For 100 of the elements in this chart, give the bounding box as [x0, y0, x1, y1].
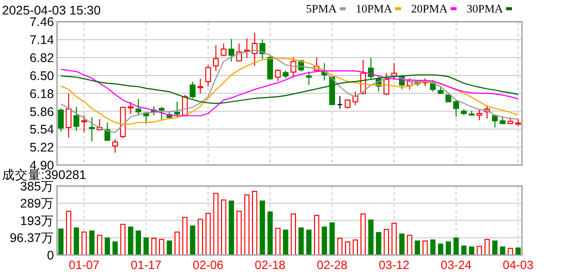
bar [220, 199, 226, 256]
x-tick-label: 02-28 [316, 258, 348, 272]
bar [151, 238, 157, 256]
candlestick [135, 98, 142, 116]
bar [446, 241, 452, 256]
chart-title: 2025-04-03 15:30 [2, 4, 101, 18]
bar [128, 226, 134, 256]
y-tick-label: 5.86 [30, 104, 54, 119]
bar [136, 230, 142, 256]
bar [515, 248, 521, 256]
candlestick [112, 138, 118, 154]
bar [468, 246, 474, 256]
bar [205, 212, 211, 256]
x-tick-label: 04-03 [502, 258, 534, 272]
bar [352, 239, 358, 256]
candlestick [73, 106, 80, 132]
y-tick-label: 6.82 [30, 51, 54, 66]
line-series [60, 74, 519, 104]
candlestick [336, 96, 343, 109]
candlestick [368, 58, 374, 80]
bar [74, 227, 80, 256]
candlestick [274, 68, 281, 82]
y-tick-label: 385万 [20, 180, 54, 194]
y-tick-label: 193万 [20, 214, 54, 228]
candlestick [476, 109, 482, 121]
bar [430, 239, 436, 256]
bar [252, 190, 258, 256]
x-tick-label: 03-24 [440, 258, 472, 272]
bar [81, 232, 87, 256]
bar [66, 210, 72, 256]
bar [120, 224, 126, 256]
y-tick-label: 5.22 [30, 140, 54, 155]
candlestick [212, 44, 219, 72]
bar [158, 238, 164, 256]
legend-label: 30PMA [466, 4, 504, 16]
candlestick [220, 43, 227, 56]
x-tick-label: 03-12 [378, 258, 410, 272]
bar [228, 200, 234, 256]
bar [492, 240, 498, 256]
candlestick [290, 57, 296, 78]
y-tick-label: 6.50 [30, 68, 54, 83]
bar [422, 240, 428, 256]
bar [182, 216, 188, 256]
line-series [60, 58, 519, 125]
bar [89, 230, 95, 256]
bar [414, 240, 420, 256]
bar [213, 192, 219, 256]
bar [166, 240, 172, 256]
y-tick-label: 0 [47, 248, 54, 262]
bar [58, 228, 64, 256]
bar [236, 210, 242, 256]
bar [174, 232, 180, 256]
bar [484, 238, 490, 256]
bar [190, 225, 196, 256]
bar [368, 220, 374, 256]
y-tick-label: 5.54 [30, 122, 54, 137]
bar [344, 241, 350, 256]
bar [376, 232, 382, 256]
bar [112, 241, 118, 256]
bar [198, 218, 204, 256]
candlestick [81, 114, 88, 134]
candlestick [259, 39, 266, 60]
candlestick [352, 91, 358, 106]
candlestick [66, 92, 72, 138]
legend-label: 5PMA [306, 4, 338, 16]
bar [508, 248, 514, 256]
bar [329, 222, 335, 256]
bar [306, 230, 312, 256]
bar [337, 238, 343, 256]
bar [360, 213, 366, 256]
candlestick [228, 38, 234, 62]
bar [322, 226, 328, 256]
candlestick [104, 122, 110, 141]
x-tick-label: 01-07 [68, 258, 100, 272]
legend-label: 20PMA [411, 4, 448, 16]
y-tick-label: 6.18 [30, 86, 54, 101]
y-tick-label: 7.46 [30, 15, 54, 30]
bar [282, 230, 288, 256]
bar [406, 234, 412, 256]
candlestick [236, 43, 242, 62]
candlestick [58, 108, 64, 132]
candlestick [88, 116, 95, 142]
candlestick [197, 78, 204, 94]
bar [260, 200, 266, 256]
bar [143, 237, 149, 256]
candlestick [383, 72, 390, 96]
x-tick-label: 01-17 [130, 258, 162, 272]
y-tick-label: 7.14 [30, 33, 54, 48]
bar [384, 228, 390, 256]
bar [476, 246, 482, 256]
bar [438, 244, 444, 256]
candlestick [306, 71, 312, 86]
bar [96, 234, 102, 256]
y-tick-label: 289万 [20, 196, 54, 211]
bar [461, 246, 467, 256]
legend-label: 10PMA [356, 4, 393, 16]
candlestick [430, 79, 436, 92]
candlestick [267, 55, 274, 80]
bar [298, 227, 304, 256]
bar [500, 246, 506, 256]
